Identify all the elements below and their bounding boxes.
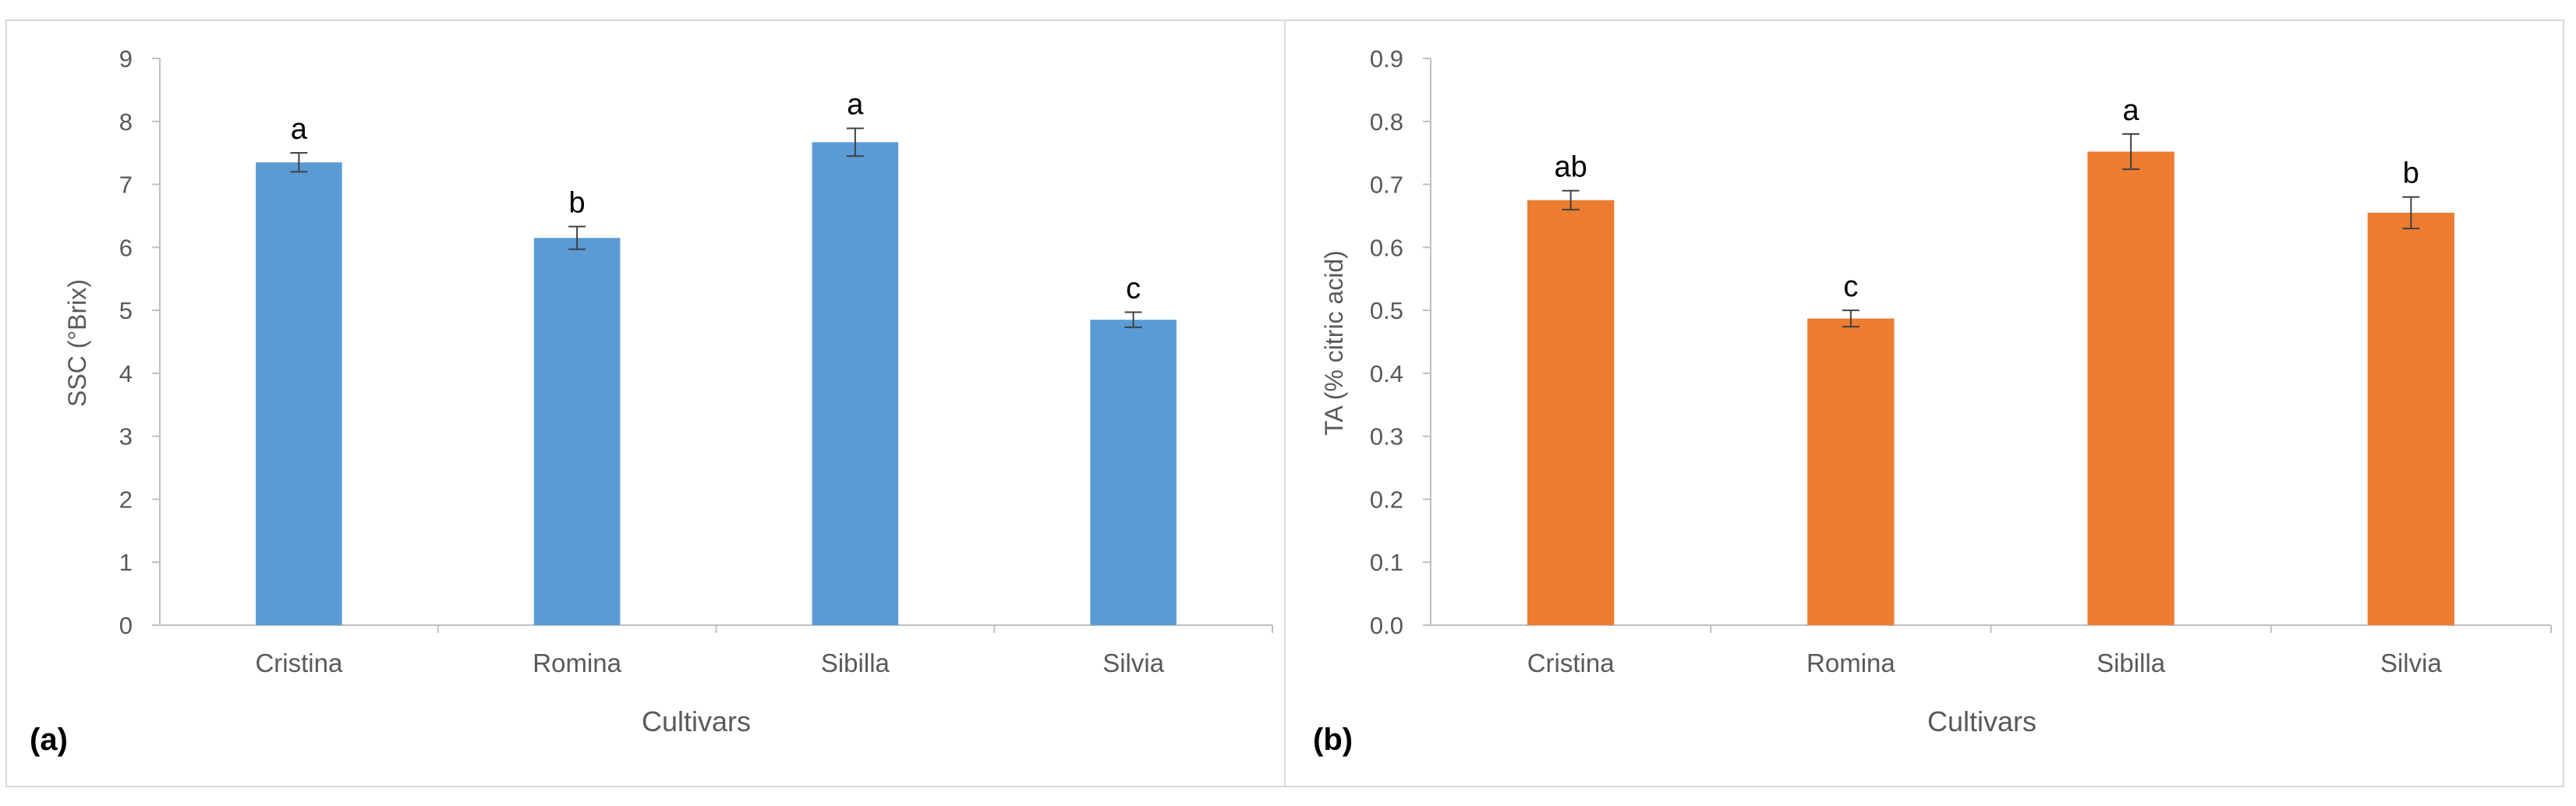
chart-b-y-tick-label: 0.0 xyxy=(1370,612,1403,639)
chart-b-category-label: Sibilla xyxy=(2097,649,2166,677)
chart-a-y-tick-label: 7 xyxy=(119,171,133,199)
chart-a-bar xyxy=(533,238,621,625)
chart-a-category-label: Silvia xyxy=(1102,649,1165,677)
chart-b-bar xyxy=(1527,200,1615,625)
chart-b-category-label: Silvia xyxy=(2380,649,2443,677)
chart-b-y-tick-label: 0.5 xyxy=(1370,297,1403,324)
chart-a-category-label: Sibilla xyxy=(821,649,890,677)
chart-a-bar xyxy=(812,142,899,625)
chart-a-y-tick-label: 6 xyxy=(119,234,133,261)
chart-a-y-tick-label: 5 xyxy=(119,297,133,324)
chart-b-ylabel: TA (% citric acid) xyxy=(1320,250,1348,436)
chart-b-significance-label: c xyxy=(1843,270,1858,303)
chart-b-bar xyxy=(1807,318,1895,625)
chart-b-y-tick-label: 0.3 xyxy=(1370,423,1403,451)
chart-a-significance-label: a xyxy=(847,89,864,122)
chart-a-y-tick-label: 0 xyxy=(119,612,133,639)
chart-b-significance-label: a xyxy=(2123,94,2140,127)
chart-a-bar xyxy=(256,162,342,626)
chart-b-y-tick-label: 0.7 xyxy=(1370,171,1403,199)
chart-b-y-tick-label: 0.8 xyxy=(1370,108,1403,136)
chart-b-category-label: Romina xyxy=(1806,649,1895,677)
chart-b-bar xyxy=(2087,151,2174,625)
chart-b-frame xyxy=(1284,19,2564,787)
chart-b-y-tick-label: 0.1 xyxy=(1370,549,1403,576)
chart-a-y-tick-label: 9 xyxy=(119,45,133,72)
chart-b-significance-label: ab xyxy=(1554,151,1587,184)
chart-b-y-tick-label: 0.4 xyxy=(1370,360,1403,387)
chart-b-category-label: Cristina xyxy=(1527,649,1615,677)
chart-b-y-tick-label: 0.6 xyxy=(1370,234,1403,261)
chart-panel-b: (b) Cultivars TA (% citric acid) 0.0 0.1 0… xyxy=(1284,19,2564,787)
chart-b-y-tick-label: 0.9 xyxy=(1370,45,1403,72)
chart-a-bar xyxy=(1090,320,1177,625)
chart-a-category-label: Cristina xyxy=(255,649,343,677)
chart-a-significance-label: c xyxy=(1126,273,1141,306)
chart-b-bar xyxy=(2367,212,2455,626)
chart-panel-a: (a) Cultivars SSC (°Brix) 0 1 2 3 4 5 6 7 8 9 a Cri… xyxy=(5,19,1286,787)
chart-a-ylabel: SSC (°Brix) xyxy=(63,279,91,407)
chart-a-y-tick-label: 8 xyxy=(119,108,133,136)
chart-a-category-label: Romina xyxy=(533,649,621,677)
chart-a-significance-label: a xyxy=(291,113,308,146)
chart-b-xlabel: Cultivars xyxy=(1927,705,2036,737)
chart-a-y-tick-label: 3 xyxy=(119,423,133,451)
chart-a-frame xyxy=(5,19,1286,787)
chart-a-panel-label: (a) xyxy=(30,723,68,757)
chart-a-y-tick-label: 2 xyxy=(119,486,133,513)
chart-a-significance-label: b xyxy=(569,187,586,220)
chart-b-significance-label: b xyxy=(2403,157,2419,190)
chart-b-panel-label: (b) xyxy=(1313,723,1353,757)
chart-a-xlabel: Cultivars xyxy=(642,705,751,737)
chart-a-y-tick-label: 1 xyxy=(119,549,133,576)
chart-a-y-tick-label: 4 xyxy=(119,360,133,387)
chart-b-y-tick-label: 0.2 xyxy=(1370,486,1403,513)
